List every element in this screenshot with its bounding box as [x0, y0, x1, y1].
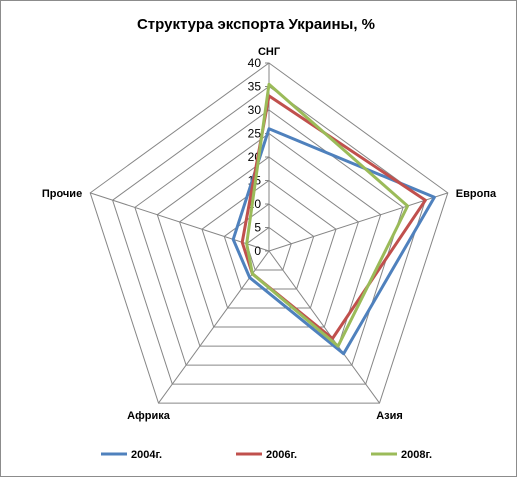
tick-label: 35: [248, 80, 262, 94]
grid-ring: [134, 109, 404, 366]
tick-label: 0: [254, 244, 261, 258]
category-label: Африка: [127, 410, 171, 422]
category-label: Европа: [456, 188, 497, 200]
category-label: Азия: [376, 410, 403, 422]
category-label: СНГ: [258, 46, 281, 58]
series-line-2004г.: [231, 127, 436, 356]
grid-spoke: [268, 192, 448, 252]
tick-label: 5: [254, 221, 261, 235]
grid-ring: [201, 179, 337, 309]
legend-label: 2004г.: [131, 449, 162, 461]
tick-label: 30: [248, 103, 262, 117]
legend-label: 2008г.: [401, 449, 432, 461]
series-line-2008г.: [245, 82, 410, 348]
grid-ring: [179, 156, 359, 328]
chart-title: Структура экспорта Украины, %: [137, 16, 375, 33]
grid-ring: [156, 132, 382, 347]
legend-label: 2006г.: [266, 449, 297, 461]
tick-label: 40: [248, 56, 262, 70]
grid-spoke: [90, 192, 270, 252]
series-line-2006г.: [240, 94, 427, 340]
grid-ring: [246, 226, 292, 271]
grid-spoke: [268, 250, 380, 404]
category-label: Прочие: [42, 188, 82, 200]
data-series: [231, 82, 436, 356]
grid-ring: [89, 62, 449, 404]
tick-label: 25: [248, 127, 262, 141]
legend: 2004г. 2006г. 2008г.: [101, 449, 432, 461]
category-labels: СНГ Европа Азия Африка Прочие: [42, 46, 497, 422]
